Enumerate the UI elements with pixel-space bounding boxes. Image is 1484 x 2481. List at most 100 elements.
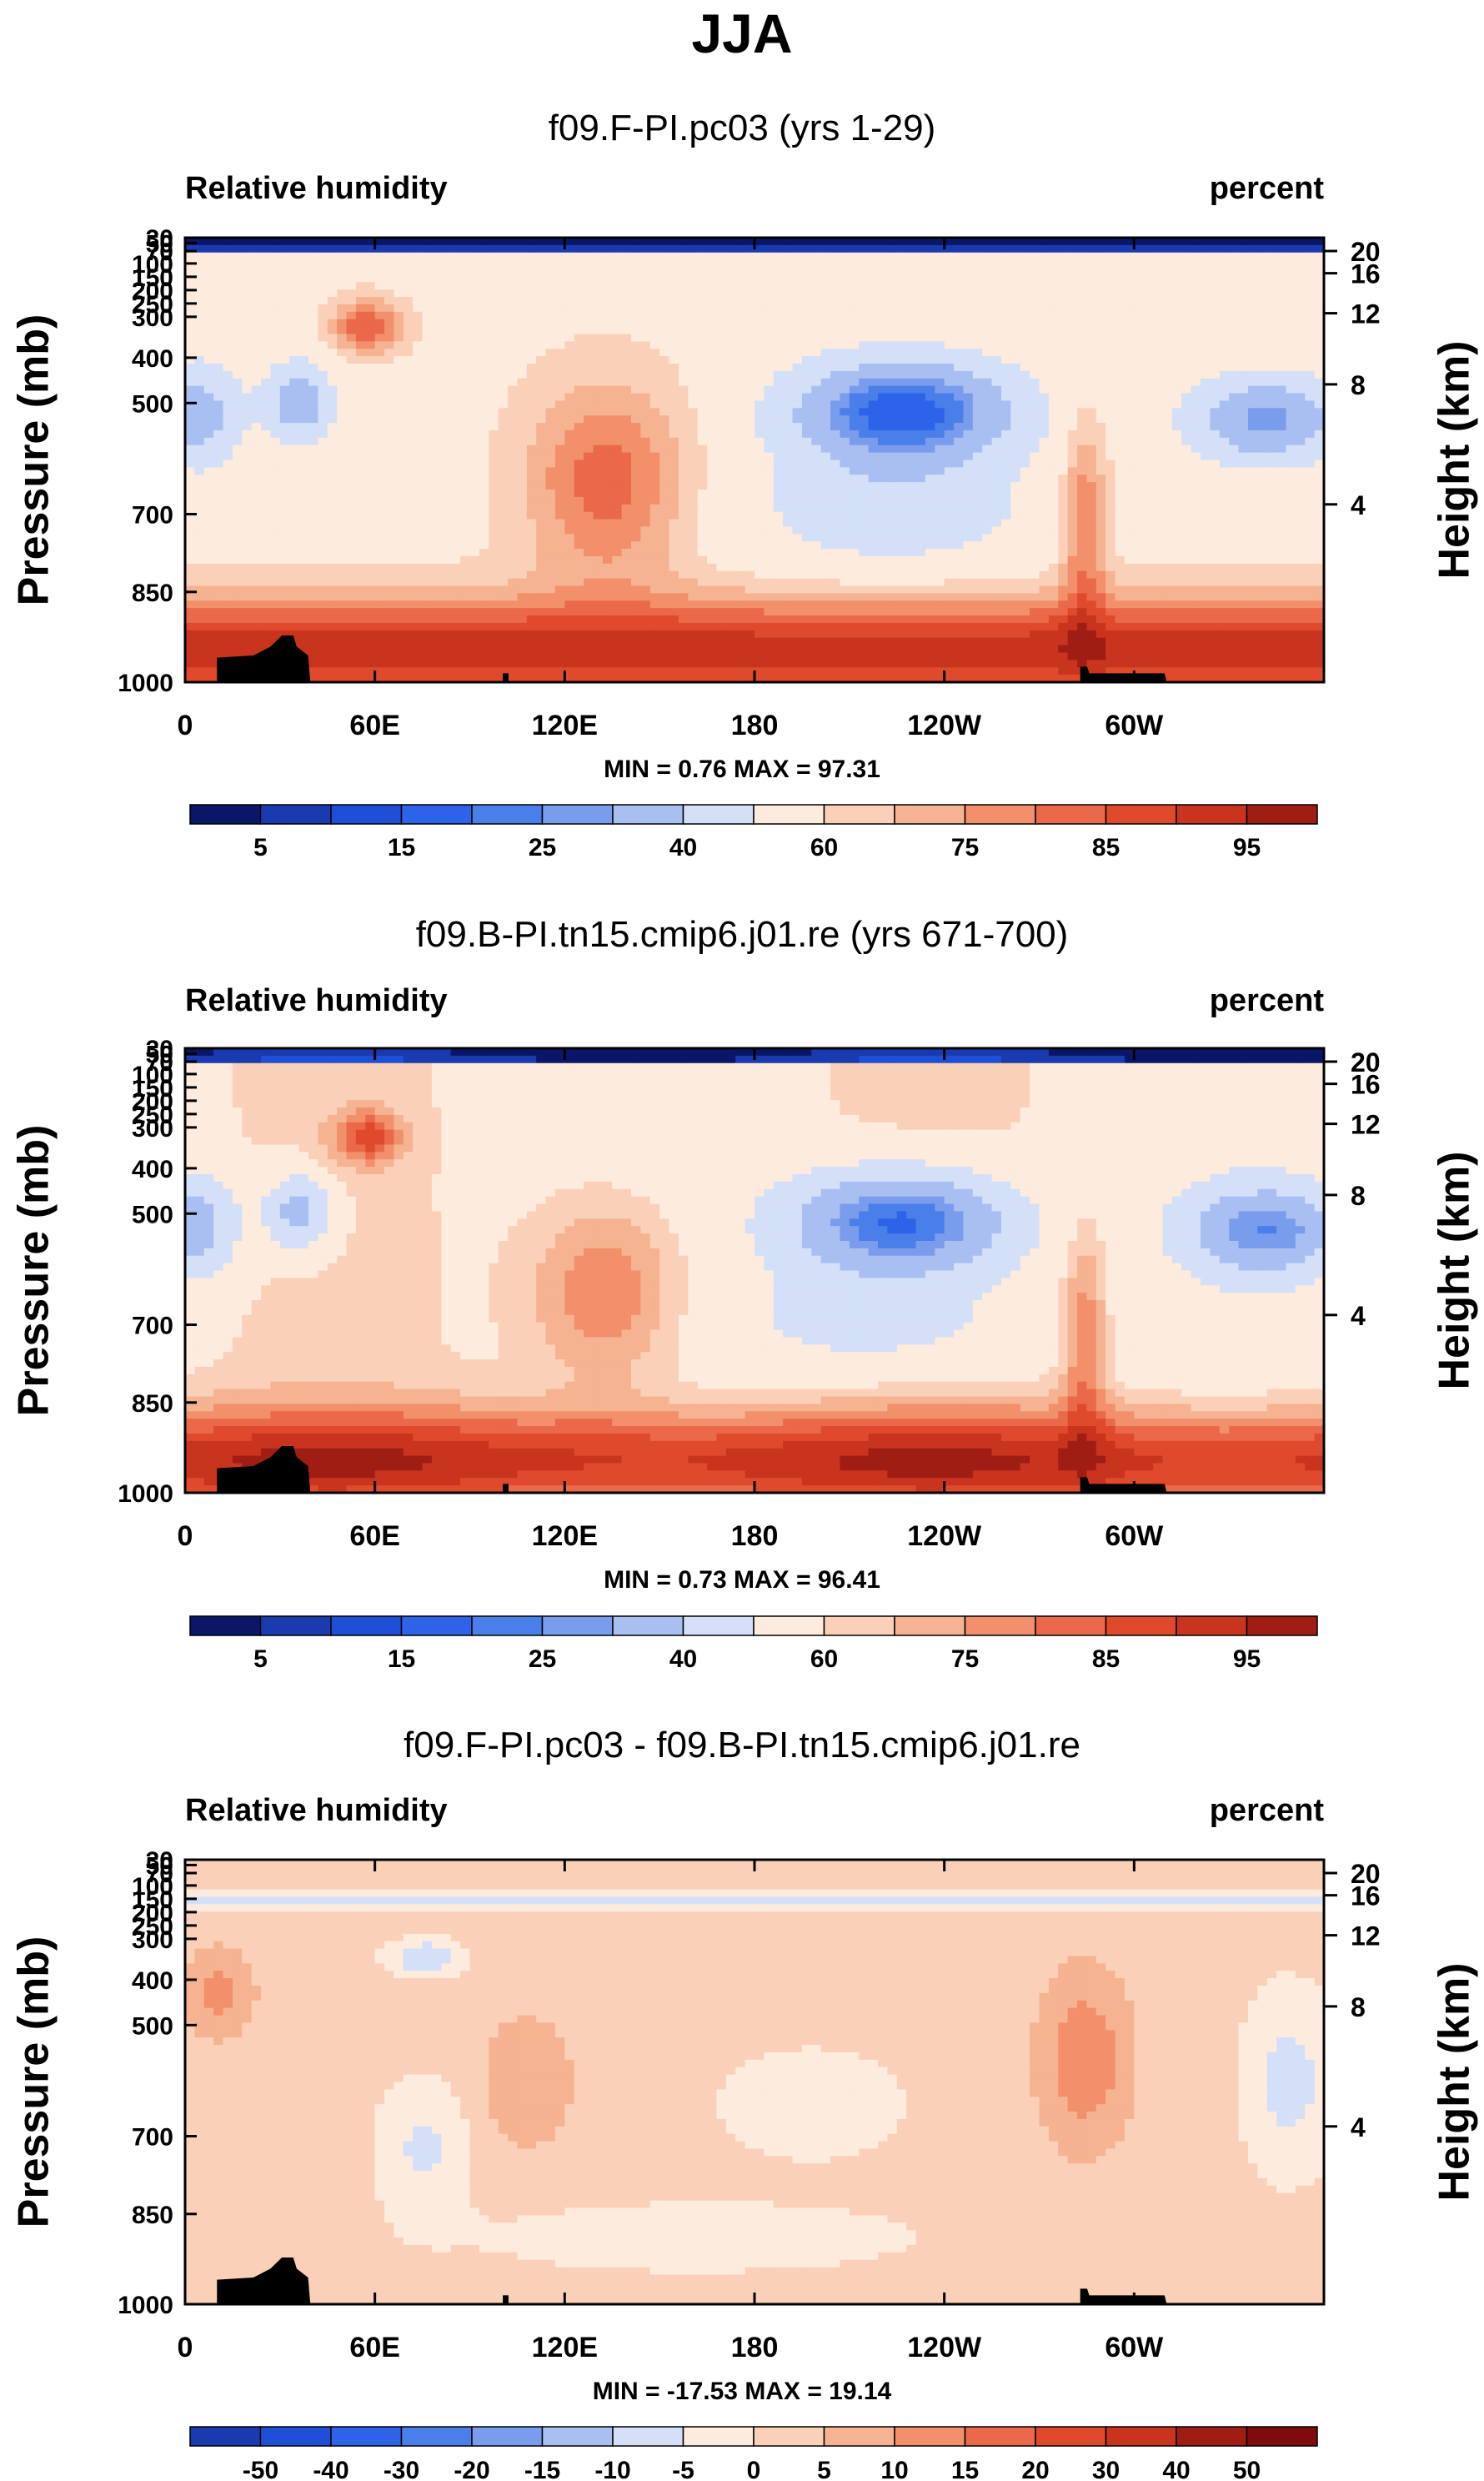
field-cell bbox=[1201, 274, 1211, 282]
field-cell bbox=[802, 304, 812, 312]
field-cell bbox=[299, 334, 309, 341]
field-cell bbox=[204, 297, 214, 304]
field-cell bbox=[1210, 327, 1220, 334]
field-cell bbox=[213, 312, 223, 319]
field-cell bbox=[1229, 289, 1239, 297]
field-cell bbox=[945, 253, 955, 260]
field-cell bbox=[755, 319, 765, 327]
field-cell bbox=[308, 260, 318, 268]
field-cell bbox=[774, 334, 784, 341]
field-cell bbox=[1116, 282, 1126, 289]
field-cell bbox=[299, 260, 309, 268]
field-cell bbox=[1105, 253, 1116, 260]
field-cell bbox=[1305, 319, 1315, 327]
field-cell bbox=[1239, 327, 1249, 334]
field-cell bbox=[1229, 245, 1239, 253]
field-cell bbox=[1144, 260, 1154, 268]
field-cell bbox=[659, 297, 669, 304]
field-cell bbox=[1058, 245, 1068, 253]
field-cell bbox=[546, 253, 556, 260]
field-cell bbox=[489, 334, 499, 341]
field-cell bbox=[1172, 327, 1182, 334]
field-cell bbox=[783, 327, 793, 334]
field-cell bbox=[1020, 297, 1030, 304]
field-cell bbox=[945, 334, 955, 341]
field-cell bbox=[992, 334, 1002, 341]
field-cell bbox=[935, 268, 945, 275]
field-cell bbox=[925, 268, 935, 275]
field-cell bbox=[517, 312, 527, 319]
field-cell bbox=[973, 312, 983, 319]
field-cell bbox=[489, 274, 499, 282]
field-cell bbox=[640, 304, 650, 312]
field-cell bbox=[707, 312, 717, 319]
field-cell bbox=[726, 319, 736, 327]
field-cell bbox=[1248, 312, 1258, 319]
field-cell bbox=[679, 289, 689, 297]
field-cell bbox=[460, 334, 470, 341]
field-cell bbox=[1105, 319, 1116, 327]
field-cell bbox=[640, 327, 650, 334]
field-cell bbox=[774, 327, 784, 334]
field-cell bbox=[1030, 282, 1040, 289]
field-cell bbox=[1086, 334, 1096, 341]
field-cell bbox=[1220, 297, 1230, 304]
field-cell bbox=[347, 297, 357, 304]
field-cell bbox=[432, 327, 442, 334]
field-cell bbox=[1248, 268, 1258, 275]
field-cell bbox=[1181, 260, 1191, 268]
field-cell bbox=[1030, 334, 1040, 341]
field-cell bbox=[318, 289, 328, 297]
field-cell bbox=[897, 253, 907, 260]
field-cell bbox=[897, 274, 907, 282]
field-cell bbox=[564, 304, 574, 312]
field-cell bbox=[707, 245, 717, 253]
field-cell bbox=[707, 268, 717, 275]
field-cell bbox=[1220, 304, 1230, 312]
field-cell bbox=[499, 304, 509, 312]
field-cell bbox=[489, 260, 499, 268]
field-cell bbox=[735, 268, 745, 275]
field-cell bbox=[1030, 289, 1040, 297]
field-cell bbox=[735, 282, 745, 289]
field-cell bbox=[1257, 304, 1267, 312]
field-cell bbox=[992, 304, 1002, 312]
field-cell bbox=[878, 268, 888, 275]
field-cell bbox=[1201, 245, 1211, 253]
field-cell bbox=[564, 268, 574, 275]
field-cell bbox=[1058, 274, 1068, 282]
field-cell bbox=[859, 327, 869, 334]
field-cell bbox=[755, 334, 765, 341]
field-cell bbox=[432, 289, 442, 297]
field-cell bbox=[859, 245, 869, 253]
field-cell bbox=[432, 253, 442, 260]
field-cell bbox=[289, 268, 299, 275]
field-cell bbox=[764, 260, 774, 268]
field-cell bbox=[564, 319, 574, 327]
field-cell bbox=[517, 297, 527, 304]
field-cell bbox=[584, 268, 594, 275]
field-cell bbox=[261, 245, 271, 253]
field-cell bbox=[508, 319, 518, 327]
field-cell bbox=[707, 260, 717, 268]
field-cell bbox=[289, 319, 299, 327]
field-cell bbox=[536, 274, 546, 282]
field-cell bbox=[1134, 282, 1144, 289]
field-cell bbox=[783, 289, 793, 297]
field-cell bbox=[1105, 260, 1116, 268]
field-cell bbox=[935, 274, 945, 282]
field-cell bbox=[1201, 268, 1211, 275]
field-cell bbox=[1267, 297, 1277, 304]
field-cell bbox=[432, 304, 442, 312]
field-cell bbox=[755, 289, 765, 297]
field-cell bbox=[811, 253, 821, 260]
field-cell bbox=[1116, 312, 1126, 319]
field-cell bbox=[659, 334, 669, 341]
field-cell bbox=[1257, 253, 1267, 260]
field-cell bbox=[593, 312, 603, 319]
field-cell bbox=[413, 304, 423, 312]
field-cell bbox=[508, 289, 518, 297]
field-cell bbox=[850, 304, 860, 312]
field-cell bbox=[735, 334, 745, 341]
field-cell bbox=[603, 282, 613, 289]
